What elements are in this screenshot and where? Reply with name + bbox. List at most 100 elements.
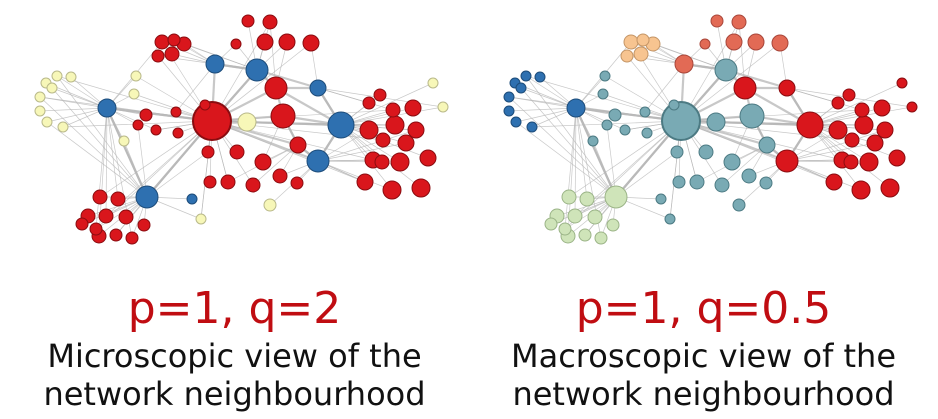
graph-node (195, 213, 207, 225)
graph-node (199, 99, 211, 111)
graph-node (51, 70, 63, 82)
graph-node (747, 33, 765, 51)
graph-edge (574, 107, 618, 198)
graph-node (135, 185, 159, 209)
graph-node (599, 70, 611, 82)
graph-node (375, 132, 391, 148)
graph-edge (56, 75, 108, 109)
graph-node (205, 54, 225, 74)
graph-node (796, 111, 824, 139)
graph-node (404, 99, 422, 117)
graph-node (828, 120, 848, 140)
graph-edge (39, 107, 108, 112)
graph-node (873, 99, 891, 117)
graph-node (636, 33, 650, 47)
graph-node (723, 153, 741, 171)
graph-node (661, 101, 701, 141)
right-panel: p=1, q=0.5 Macroscopic view of the netwo… (469, 0, 938, 419)
graph-edge (211, 42, 312, 122)
graph-node (302, 34, 320, 52)
graph-node (623, 34, 639, 50)
graph-node (566, 98, 586, 118)
graph-edge (615, 151, 678, 198)
graph-node (167, 33, 181, 47)
graph-node (237, 112, 257, 132)
graph-node (290, 176, 304, 190)
graph-node (775, 149, 799, 173)
graph-edge (317, 87, 370, 104)
graph-node (843, 154, 859, 170)
graph-node (97, 98, 117, 118)
graph-node (374, 154, 390, 170)
node-group (34, 14, 449, 245)
graph-node (604, 185, 628, 209)
graph-node (851, 180, 871, 200)
graph-node (245, 58, 269, 82)
graph-node (866, 134, 884, 152)
graph-node (670, 145, 684, 159)
graph-node (641, 127, 653, 139)
graph-node (109, 228, 123, 242)
graph-node (397, 134, 415, 152)
parameter-label: p=1, q=0.5 (575, 283, 832, 334)
graph-node (245, 177, 261, 193)
graph-edge (564, 107, 577, 230)
graph-node (362, 96, 376, 110)
graph-node (844, 132, 860, 148)
graph-edge (520, 87, 577, 109)
graph-node (327, 111, 355, 139)
graph-node (608, 108, 622, 122)
graph-node (437, 101, 449, 113)
network-graph-macroscopic (503, 14, 918, 245)
graph-node (579, 191, 595, 207)
graph-node (427, 77, 439, 89)
graph-node (41, 116, 53, 128)
graph-edge (680, 42, 781, 122)
graph-node (759, 176, 773, 190)
graph-edge (575, 107, 588, 200)
parameter-label: p=1, q=2 (127, 283, 342, 334)
graph-edge (564, 120, 682, 230)
graph-edge (51, 87, 108, 109)
graph-node (888, 149, 906, 167)
graph-node (876, 121, 894, 139)
graph-node (220, 174, 236, 190)
graph-node (132, 119, 144, 131)
graph-edge (786, 160, 862, 191)
graph-edge (46, 107, 108, 123)
graph-node (309, 79, 327, 97)
graph-node (587, 135, 599, 147)
graph-node (854, 102, 870, 118)
graph-node (186, 193, 198, 205)
graph-edge (525, 75, 617, 198)
graph-edge (508, 107, 577, 112)
node-group (503, 14, 918, 245)
graph-node (359, 120, 379, 140)
graph-node (534, 71, 546, 83)
graph-node (98, 208, 114, 224)
graph-node (526, 121, 538, 133)
graph-node (758, 136, 776, 154)
graph-node (262, 14, 278, 30)
graph-node (270, 103, 296, 129)
graph-node (664, 213, 676, 225)
graph-node (880, 178, 900, 198)
graph-edge (175, 63, 216, 113)
graph-node (306, 149, 330, 173)
graph-node (128, 88, 140, 100)
graph-edge (317, 160, 393, 191)
graph-node (732, 198, 746, 212)
graph-node (137, 218, 151, 232)
left-panel: p=1, q=2 Microscopic view of the network… (34, 14, 449, 413)
graph-node (859, 152, 879, 172)
graph-node (698, 144, 714, 160)
graph-node (639, 106, 651, 118)
graph-edge (525, 75, 577, 109)
graph-node (594, 231, 608, 245)
graph-node (831, 96, 845, 110)
graph-edge (520, 87, 617, 198)
graph-node (289, 136, 307, 154)
graph-node (520, 70, 532, 82)
graph-node (34, 91, 46, 103)
graph-node (203, 175, 217, 189)
